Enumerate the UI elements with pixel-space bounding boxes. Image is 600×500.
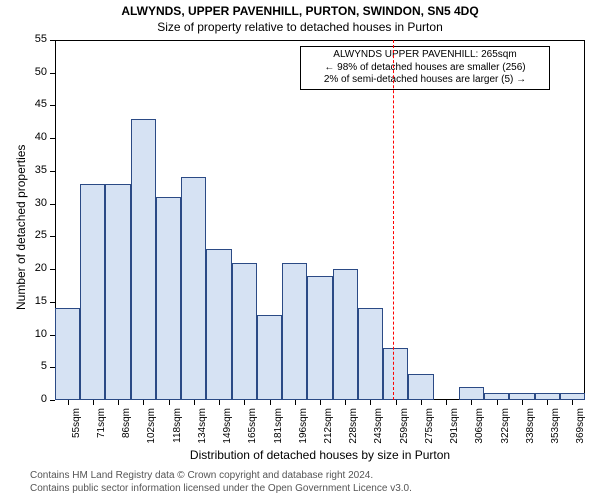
x-tick-label: 165sqm [247, 408, 258, 453]
histogram-bar [55, 308, 80, 400]
histogram-bar [232, 263, 257, 400]
x-tick-label: 212sqm [323, 408, 334, 453]
x-tick-label: 55sqm [71, 408, 82, 453]
x-tick-mark [295, 400, 296, 405]
histogram-bar [383, 348, 408, 400]
histogram-bar [484, 393, 509, 400]
y-tick-mark [50, 105, 55, 106]
x-tick-label: 259sqm [399, 408, 410, 453]
x-tick-label: 228sqm [348, 408, 359, 453]
histogram-bar [509, 393, 534, 400]
annotation-line-2: ← 98% of detached houses are smaller (25… [305, 62, 545, 75]
x-tick-mark [118, 400, 119, 405]
x-tick-mark [471, 400, 472, 405]
x-tick-label: 71sqm [96, 408, 107, 453]
y-tick-mark [50, 204, 55, 205]
chart-subtitle: Size of property relative to detached ho… [0, 20, 600, 34]
histogram-bar [358, 308, 383, 400]
x-tick-label: 369sqm [575, 408, 586, 453]
x-tick-mark [169, 400, 170, 405]
histogram-bar [459, 387, 484, 400]
x-tick-mark [547, 400, 548, 405]
y-tick-mark [50, 302, 55, 303]
y-tick-mark [50, 400, 55, 401]
x-tick-mark [270, 400, 271, 405]
y-tick-label: 50 [25, 66, 47, 78]
x-tick-label: 118sqm [172, 408, 183, 453]
y-tick-label: 0 [25, 393, 47, 405]
y-tick-label: 20 [25, 262, 47, 274]
chart-container: ALWYNDS, UPPER PAVENHILL, PURTON, SWINDO… [0, 0, 600, 500]
histogram-bar [131, 119, 156, 400]
histogram-bar [535, 393, 560, 400]
y-tick-label: 25 [25, 229, 47, 241]
x-tick-label: 338sqm [525, 408, 536, 453]
y-tick-label: 40 [25, 131, 47, 143]
x-tick-mark [446, 400, 447, 405]
y-tick-label: 30 [25, 197, 47, 209]
histogram-bar [206, 249, 231, 400]
x-tick-mark [396, 400, 397, 405]
histogram-bar [408, 374, 433, 400]
x-tick-mark [320, 400, 321, 405]
marker-line [393, 40, 394, 400]
x-tick-mark [68, 400, 69, 405]
y-tick-label: 55 [25, 33, 47, 45]
chart-title: ALWYNDS, UPPER PAVENHILL, PURTON, SWINDO… [0, 4, 600, 18]
histogram-bar [257, 315, 282, 400]
x-tick-label: 275sqm [424, 408, 435, 453]
y-tick-label: 15 [25, 295, 47, 307]
histogram-bar [181, 177, 206, 400]
x-tick-label: 322sqm [500, 408, 511, 453]
y-tick-mark [50, 73, 55, 74]
x-tick-label: 196sqm [298, 408, 309, 453]
y-tick-mark [50, 236, 55, 237]
y-tick-label: 35 [25, 164, 47, 176]
histogram-bar [307, 276, 332, 400]
y-tick-mark [50, 138, 55, 139]
footer-line-2: Contains public sector information licen… [30, 483, 412, 494]
x-tick-mark [219, 400, 220, 405]
x-tick-label: 306sqm [474, 408, 485, 453]
y-tick-mark [50, 40, 55, 41]
y-tick-mark [50, 171, 55, 172]
y-tick-label: 45 [25, 98, 47, 110]
x-tick-mark [497, 400, 498, 405]
x-tick-mark [194, 400, 195, 405]
x-tick-label: 149sqm [222, 408, 233, 453]
histogram-bar [105, 184, 130, 400]
x-tick-mark [370, 400, 371, 405]
annotation-line-3: 2% of semi-detached houses are larger (5… [305, 74, 545, 87]
x-tick-mark [522, 400, 523, 405]
histogram-bar [560, 393, 585, 400]
x-tick-label: 291sqm [449, 408, 460, 453]
histogram-bar [333, 269, 358, 400]
x-tick-mark [572, 400, 573, 405]
annotation-line-1: ALWYNDS UPPER PAVENHILL: 265sqm [305, 49, 545, 62]
x-tick-label: 102sqm [146, 408, 157, 453]
y-tick-label: 10 [25, 328, 47, 340]
x-tick-mark [244, 400, 245, 405]
histogram-bar [156, 197, 181, 400]
histogram-bar [282, 263, 307, 400]
x-tick-mark [345, 400, 346, 405]
x-tick-label: 86sqm [121, 408, 132, 453]
x-tick-label: 353sqm [550, 408, 561, 453]
x-tick-mark [143, 400, 144, 405]
x-tick-mark [421, 400, 422, 405]
y-tick-mark [50, 269, 55, 270]
footer-line-1: Contains HM Land Registry data © Crown c… [30, 470, 373, 481]
x-tick-label: 243sqm [373, 408, 384, 453]
annotation-box: ALWYNDS UPPER PAVENHILL: 265sqm ← 98% of… [300, 46, 550, 90]
x-tick-label: 181sqm [273, 408, 284, 453]
y-tick-label: 5 [25, 360, 47, 372]
x-tick-mark [93, 400, 94, 405]
x-tick-label: 134sqm [197, 408, 208, 453]
histogram-bar [80, 184, 105, 400]
